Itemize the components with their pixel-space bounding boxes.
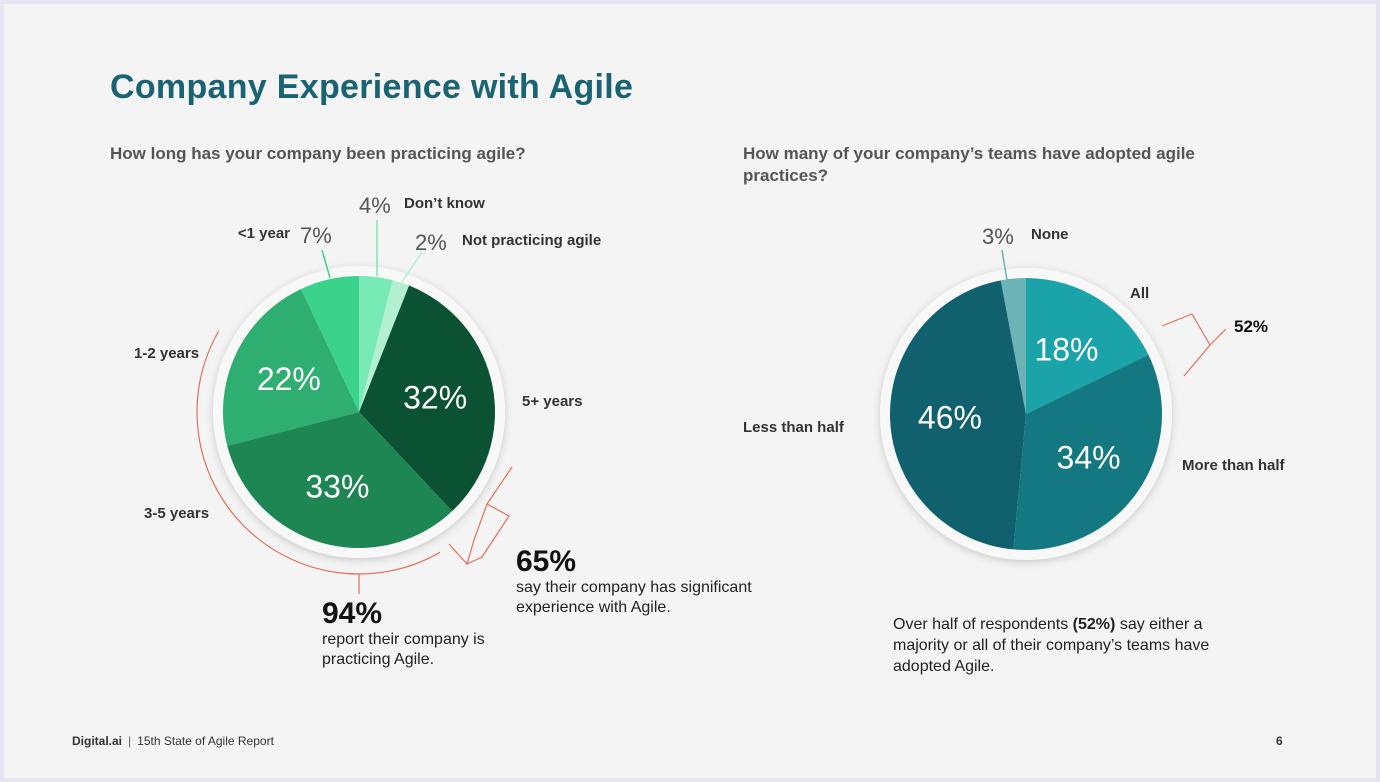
footer-report: 15th State of Agile Report bbox=[137, 734, 274, 748]
page-title: Company Experience with Agile bbox=[110, 68, 634, 106]
footer-separator: | bbox=[128, 734, 132, 748]
bracket-65 bbox=[448, 466, 513, 566]
chart1-label-1-year: <1 year bbox=[238, 225, 290, 242]
slide: 4% Don’t know 2% Not practicing agile 32% 5+ … bbox=[4, 4, 1376, 778]
chart2-value-all: 18% bbox=[1034, 331, 1098, 367]
chart1-title: How long has your company been practicin… bbox=[110, 144, 526, 163]
summary-suffix: say either a majority or all of their co… bbox=[893, 616, 1210, 675]
chart1-slice-3-5-years bbox=[227, 412, 453, 549]
callout-65: 65% say their company has significant ex… bbox=[516, 546, 816, 618]
chart2-slice-all bbox=[1026, 278, 1149, 414]
chart1-label-3-5-years: 3-5 years bbox=[144, 505, 209, 522]
chart1-leader-not-practicing-agile bbox=[401, 251, 423, 283]
chart2-value-none: 3% bbox=[982, 224, 1014, 249]
bracket-52 bbox=[1161, 313, 1227, 377]
footer-brand: Digital.ai bbox=[72, 734, 123, 748]
summary-prefix: Over half of respondents bbox=[893, 616, 1069, 633]
chart1-slice-1-year bbox=[301, 276, 359, 412]
chart2-slice-less-than-half bbox=[889, 280, 1026, 550]
callout-65-text: say their company has significant experi… bbox=[516, 579, 752, 616]
chart1-value-not-practicing-agile: 2% bbox=[415, 230, 447, 255]
chart2-value-more-than-half: 34% bbox=[1057, 439, 1121, 475]
chart1-label-don-t-know: Don’t know bbox=[404, 195, 485, 212]
chart2-summary: Over half of respondents (52%) say eithe… bbox=[893, 614, 1253, 677]
chart1-value-3-5-years: 33% bbox=[305, 468, 369, 504]
bracket-94-arc bbox=[196, 330, 441, 575]
chart2-slice-more-than-half bbox=[1013, 354, 1163, 551]
chart1-slice-don-t-know bbox=[359, 276, 393, 412]
chart1-value-1-2-years: 22% bbox=[257, 361, 321, 397]
page-number: 6 bbox=[1276, 734, 1283, 748]
callout-94-value: 94% bbox=[322, 597, 383, 630]
chart1-label-not-practicing-agile: Not practicing agile bbox=[462, 232, 601, 249]
callout-94-text: report their company is practicing Agile… bbox=[322, 631, 485, 668]
bracket-52-label: 52% bbox=[1234, 317, 1268, 336]
chart2-label-less-than-half: Less than half bbox=[743, 419, 845, 436]
callout-65-value: 65% bbox=[516, 545, 577, 578]
chart1-value-don-t-know: 4% bbox=[359, 193, 391, 218]
chart2-label-none: None bbox=[1031, 226, 1069, 243]
chart1-label-1-2-years: 1-2 years bbox=[134, 345, 199, 362]
chart1-slice-1-2-years bbox=[222, 288, 359, 446]
chart1-value-1-year: 7% bbox=[300, 223, 332, 248]
footer: Digital.ai | 15th State of Agile Report bbox=[72, 734, 274, 748]
chart2-label-more-than-half: More than half bbox=[1182, 457, 1286, 474]
chart2-slice-none bbox=[1000, 278, 1026, 414]
chart1-value-5-years: 32% bbox=[403, 379, 467, 415]
charts-canvas: 4% Don’t know 2% Not practicing agile 32% 5+ … bbox=[134, 193, 1286, 594]
chart1-leader-1-year bbox=[321, 249, 331, 279]
callout-94: 94% report their company is practicing A… bbox=[322, 598, 522, 670]
chart2-value-less-than-half: 46% bbox=[918, 400, 982, 436]
chart1-slice-not-practicing-agile bbox=[359, 280, 410, 412]
chart2-title: How many of your company’s teams have ad… bbox=[743, 144, 1195, 185]
chart2-leader-none bbox=[1001, 249, 1008, 281]
chart1-label-5-years: 5+ years bbox=[522, 393, 582, 410]
chart1-slice-5-years bbox=[359, 285, 496, 512]
summary-highlight: (52%) bbox=[1072, 616, 1116, 633]
chart2-label-all: All bbox=[1130, 285, 1149, 302]
